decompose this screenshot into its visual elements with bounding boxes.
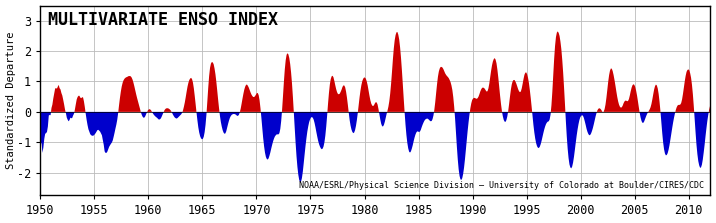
Text: NOAA/ESRL/Physical Science Division – University of Colorado at Boulder/CIRES/CD: NOAA/ESRL/Physical Science Division – Un… [299,181,704,190]
Text: MULTIVARIATE ENSO INDEX: MULTIVARIATE ENSO INDEX [48,11,279,29]
Y-axis label: Standardized Departure: Standardized Departure [6,32,16,169]
